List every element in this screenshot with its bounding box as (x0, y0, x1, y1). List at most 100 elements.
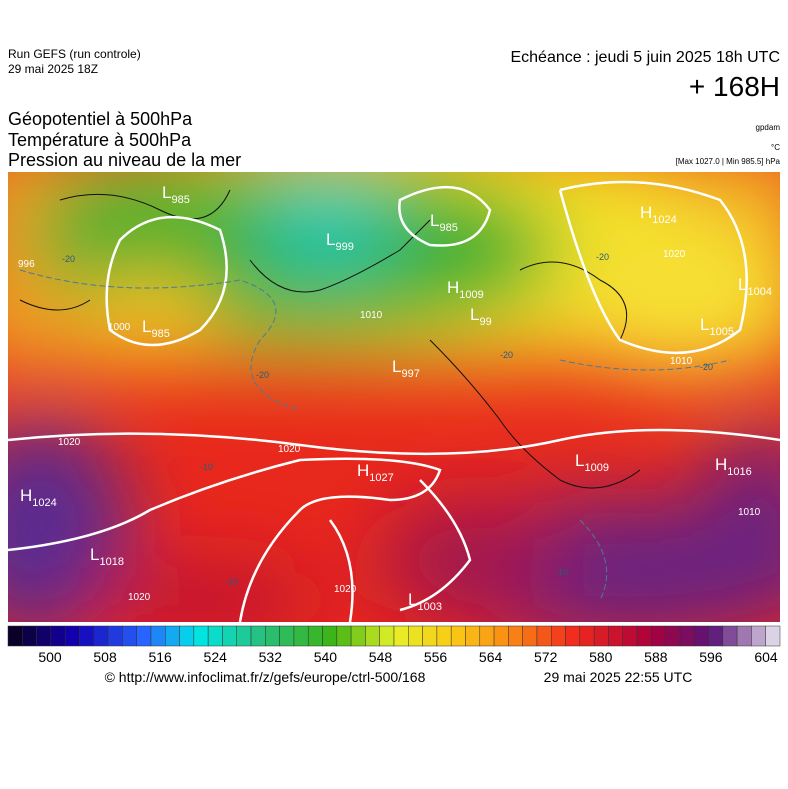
pressure-center: L997 (392, 357, 420, 380)
isobar-label: 1020 (58, 437, 81, 448)
colorbar-swatch (722, 625, 738, 647)
pressure-center: L1003 (408, 590, 442, 613)
colorbar-tick-label: 572 (534, 649, 558, 665)
colorbar-swatch (522, 625, 538, 647)
pressure-kind: L (408, 590, 417, 609)
pressure-value: 985 (439, 222, 457, 234)
pressure-center: H1016 (715, 455, 752, 478)
pressure-kind: L (470, 305, 479, 324)
colorbar-swatch (93, 625, 109, 647)
lead-time: + 168H (689, 71, 780, 102)
temperature-label: -10 (555, 567, 568, 577)
pressure-center: H1024 (640, 203, 677, 226)
colorbar-tick-label: 516 (148, 649, 172, 665)
pressure-value: 1024 (32, 497, 56, 509)
pressure-kind: L (142, 317, 151, 336)
source-url: © http://www.infoclimat.fr/z/gefs/europe… (105, 669, 426, 685)
colorbar-swatch (436, 625, 452, 647)
colorbar-swatch (64, 625, 80, 647)
colorbar-swatch (365, 625, 380, 647)
colorbar-swatch (608, 625, 623, 647)
temperature-label: -20 (500, 350, 513, 360)
unit: [Max 1027.0 | Min 985.5] hPa (676, 157, 781, 166)
pressure-center: L1005 (700, 315, 734, 338)
colorbar-swatch (693, 625, 709, 647)
echeance: Echéance : jeudi 5 juin 2025 18h UTC (510, 49, 780, 66)
pressure-kind: L (162, 183, 171, 202)
colorbar-swatch (665, 625, 681, 647)
pressure-center: L985 (162, 183, 190, 206)
isobar-label: 1020 (278, 444, 301, 455)
map-field (8, 172, 780, 622)
colorbar-swatch (79, 625, 95, 647)
pressure-kind: L (700, 315, 709, 334)
colorbar-swatch (122, 625, 137, 647)
colorbar-swatch (408, 625, 423, 647)
pressure-kind: H (20, 486, 32, 505)
temperature-label: -10 (200, 462, 213, 472)
pressure-center: L1004 (738, 275, 772, 298)
isobar-label: 1020 (663, 249, 686, 260)
colorbar-swatch (136, 625, 152, 647)
map-labels: L985L999L985H1009L99L985L997H1027H1024L1… (18, 183, 772, 613)
colorbar-tick-label: 548 (369, 649, 393, 665)
pressure-kind: H (715, 455, 727, 474)
colorbar-swatch (293, 625, 309, 647)
isobar-label: 1000 (108, 322, 131, 333)
pressure-value: 985 (151, 328, 169, 340)
isobar-label: 1010 (670, 356, 693, 367)
isobar-label: 1010 (738, 507, 761, 518)
temperature-label: -20 (700, 362, 713, 372)
colorbar-swatch (179, 625, 195, 647)
pressure-kind: L (392, 357, 401, 376)
colorbar-swatch (307, 625, 323, 647)
pressure-value: 1018 (99, 556, 123, 568)
colorbar-swatch (207, 625, 223, 647)
colorbar-tick-label: 588 (644, 649, 668, 665)
colorbar-swatch (751, 625, 766, 647)
run-date: 29 mai 2025 18Z (8, 62, 98, 76)
colorbar-swatch (651, 625, 666, 647)
pressure-value: 99 (479, 316, 491, 328)
pressure-value: 1004 (747, 286, 771, 298)
pressure-value: 1009 (459, 289, 483, 301)
colorbar-swatch (422, 625, 438, 647)
colorbar-tick-label: 556 (424, 649, 448, 665)
pressure-value: 1016 (727, 466, 751, 478)
pressure-center: L99 (470, 305, 492, 328)
colorbar-swatch (222, 625, 237, 647)
pressure-center: H1009 (447, 278, 484, 301)
pressure-kind: H (447, 278, 459, 297)
temperature-label: -20 (256, 370, 269, 380)
colorbar-swatch (107, 625, 123, 647)
colorbar-swatch (579, 625, 595, 647)
isobar-label: 1020 (334, 584, 357, 595)
temperature-label: -10 (225, 577, 238, 587)
pressure-value: 1003 (417, 601, 441, 613)
temperature-label: -20 (596, 252, 609, 262)
colorbar-swatch (350, 625, 366, 647)
title: Pression au niveau de la mer (8, 150, 241, 170)
pressure-value: 1005 (709, 326, 733, 338)
colorbar-swatch (165, 625, 180, 647)
title: Géopotentiel à 500hPa (8, 109, 193, 129)
title: Température à 500hPa (8, 130, 192, 150)
colorbar-swatch (636, 625, 652, 647)
colorbar-tick-label: 500 (38, 649, 62, 665)
colorbar-swatch (393, 625, 409, 647)
colorbar-swatch (50, 625, 66, 647)
pressure-center: L985 (142, 317, 170, 340)
colorbar-tick-label: 540 (314, 649, 338, 665)
colorbar-swatch (279, 625, 295, 647)
run-name: Run GEFS (run controle) (8, 47, 141, 61)
colorbar-swatch (7, 625, 23, 647)
pressure-center: L999 (326, 230, 354, 253)
colorbar-swatch (622, 625, 638, 647)
unit: gpdam (756, 123, 781, 132)
colorbar-swatch (379, 625, 395, 647)
pressure-kind: L (738, 275, 747, 294)
colorbar-swatch (593, 625, 609, 647)
pressure-center: L985 (430, 211, 458, 234)
colorbar-swatch (150, 625, 166, 647)
